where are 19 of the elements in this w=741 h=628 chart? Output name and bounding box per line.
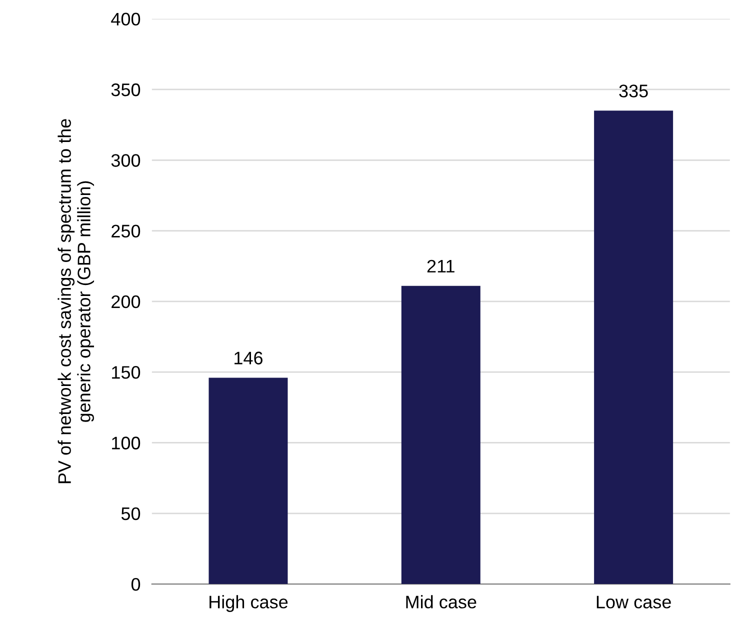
y-tick-label: 300 xyxy=(111,154,140,167)
y-axis-title: PV of network cost savings of spectrum to the generic operator (GBP million) xyxy=(58,119,94,484)
x-tick-label: High case xyxy=(210,595,288,612)
bar xyxy=(594,110,674,584)
y-tick-label: 350 xyxy=(111,83,140,96)
data-label: 335 xyxy=(619,84,648,98)
y-tick-label: 0 xyxy=(131,578,140,591)
y-tick-label: 100 xyxy=(112,436,140,450)
y-tick-label: 200 xyxy=(112,295,140,308)
x-tick-label: Low case xyxy=(596,596,671,608)
y-tick-label: 250 xyxy=(112,224,140,238)
bar xyxy=(401,286,480,584)
data-label: 146 xyxy=(234,352,263,364)
bar xyxy=(208,378,288,584)
y-tick-label: 400 xyxy=(111,12,140,26)
y-tick-label: 50 xyxy=(121,507,140,520)
data-label: 211 xyxy=(427,260,454,272)
y-tick-label: 150 xyxy=(112,366,140,379)
x-tick-label: Mid case xyxy=(406,595,476,608)
